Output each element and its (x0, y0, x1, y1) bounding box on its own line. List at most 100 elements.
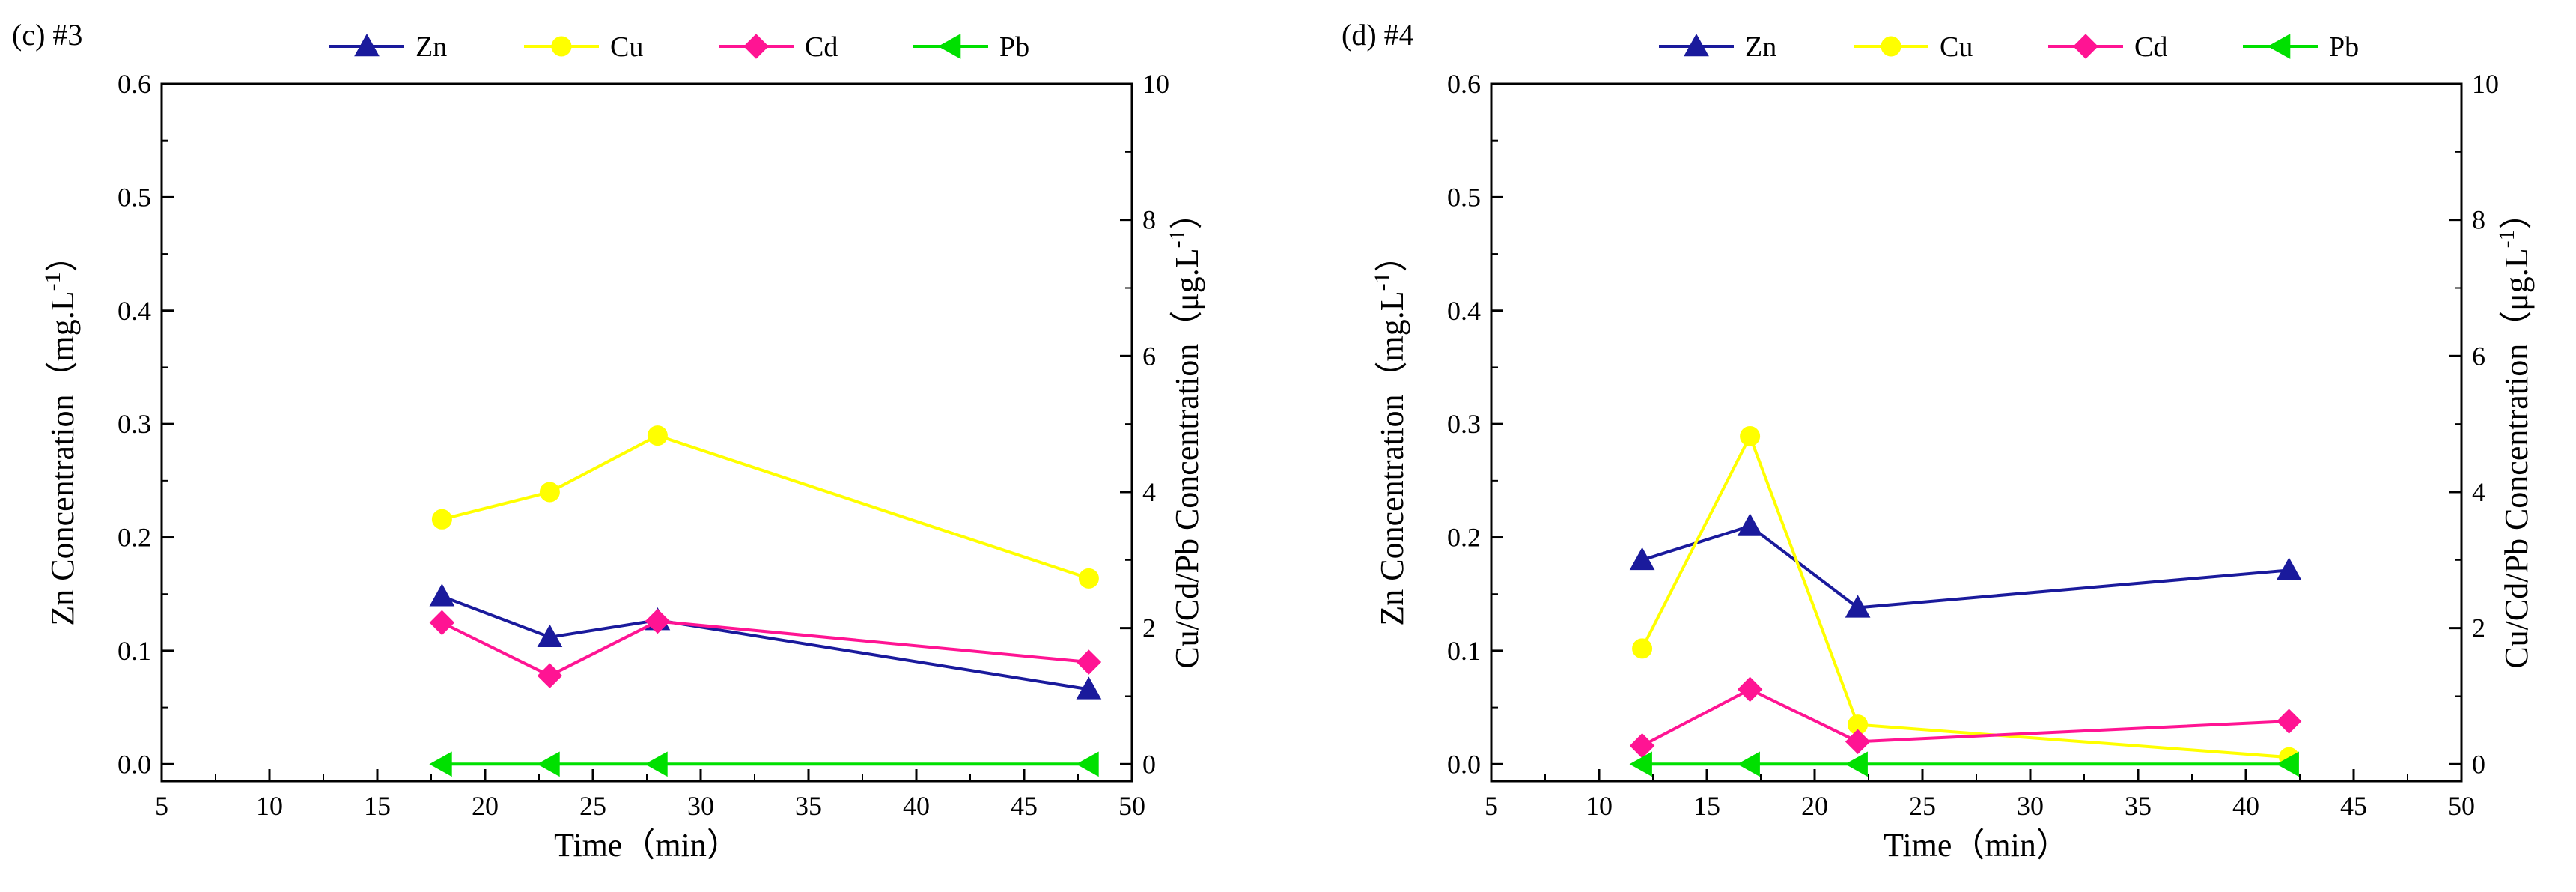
ylabel-left: Zn Concentration（mg.L (1374, 291, 1410, 625)
legend-label: Zn (1745, 31, 1776, 63)
data-point-pb (1629, 751, 1652, 777)
y-right-axis-title: Cu/Cd/Pb Concentration（μg.L-1） (1165, 196, 1205, 668)
data-point-pb (537, 751, 560, 777)
x-tick-label: 20 (472, 791, 499, 821)
data-point-cd (1845, 729, 1871, 755)
y-left-tick-label: 0.6 (1447, 69, 1481, 99)
series-pb (1629, 751, 2299, 777)
y-right-tick-label: 8 (1142, 205, 1156, 235)
data-point-zn (537, 624, 563, 648)
y-right-tick-label: 6 (1142, 341, 1156, 371)
ylabel-right-sup: -1 (2494, 229, 2519, 248)
data-point-cu (1740, 425, 1761, 446)
x-tick-label: 5 (1485, 791, 1498, 821)
panel-label: (d) #4 (1342, 18, 1414, 52)
x-tick-label: 10 (256, 791, 283, 821)
y-right-tick-label: 0 (1142, 749, 1156, 779)
y-left-tick-label: 0.4 (1447, 296, 1481, 326)
data-point-pb (2276, 751, 2299, 777)
data-point-cu (1632, 638, 1653, 659)
legend-label: Cu (610, 31, 643, 63)
legend-marker-triangle-left (2267, 34, 2291, 59)
data-point-cu (431, 509, 452, 530)
x-tick-label: 40 (2232, 791, 2259, 821)
legend-item-cu: Cu (1854, 31, 1973, 63)
legend-item-cu: Cu (524, 31, 643, 63)
series-cd (1629, 676, 2302, 759)
plot-frame (1490, 82, 2463, 783)
x-tick-label: 30 (687, 791, 714, 821)
legend-marker-circle (551, 36, 572, 57)
y-left-axis-title: Zn Concentration（mg.L-1） (1370, 239, 1410, 625)
data-point-pb (1076, 751, 1099, 777)
data-point-pb (1845, 751, 1868, 777)
data-point-pb (645, 751, 668, 777)
y-left-tick-label: 0.1 (118, 636, 151, 666)
x-tick-label: 15 (364, 791, 391, 821)
series-line-cd (441, 619, 1089, 678)
plot-frame (160, 82, 1133, 783)
panel-c: 5 10 15 20 25 30 35 40 45 500.00.10.20.30.40.50.6… (12, 18, 1205, 864)
ylabel-right-sup: -1 (1165, 229, 1190, 248)
data-point-cd (1076, 649, 1102, 675)
legend-marker-triangle-up (1684, 33, 1709, 57)
ylabel-right-end: ） (1169, 196, 1205, 229)
legend-item-pb: Pb (2243, 31, 2359, 63)
legend-marker-circle (1881, 36, 1901, 57)
y-left-tick-label: 0.3 (1447, 409, 1481, 439)
y-right-tick-label: 2 (2472, 613, 2485, 643)
data-point-cd (429, 610, 455, 636)
x-tick-label: 35 (795, 791, 822, 821)
x-tick-label: 35 (2125, 791, 2152, 821)
series-line-cu (1640, 432, 2289, 759)
series-line-zn (441, 595, 1089, 691)
legend-marker-triangle-up (354, 33, 380, 57)
x-tick-label: 30 (2017, 791, 2044, 821)
y-right-tick-label: 0 (2472, 749, 2485, 779)
ylabel-left-end: ） (1374, 239, 1410, 272)
panel-label: (c) #3 (12, 18, 82, 52)
panel-d: 5 10 15 20 25 30 35 40 45 500.00.10.20.30.40.50.6… (1342, 18, 2535, 864)
data-point-cd (537, 663, 563, 688)
x-tick-label: 20 (1801, 791, 1828, 821)
data-point-zn (1076, 676, 1102, 700)
y-right-tick-label: 10 (2472, 69, 2499, 99)
y-right-tick-label: 2 (1142, 613, 1156, 643)
y-left-tick-label: 0.2 (1447, 523, 1481, 553)
x-axis-title: Time（min） (1884, 827, 2069, 864)
y-left-tick-label: 0.5 (1447, 182, 1481, 212)
series-line-cu (441, 434, 1090, 580)
y-left-tick-label: 0.1 (1447, 636, 1481, 666)
x-tick-label: 10 (1586, 791, 1613, 821)
legend-label: Cd (805, 31, 838, 63)
series-line-zn (1641, 524, 2289, 610)
x-axis-title: Time（min） (554, 827, 740, 864)
legend-label: Pb (999, 31, 1029, 63)
y-left-tick-label: 0.6 (118, 69, 151, 99)
legend-item-cd: Cd (2048, 31, 2167, 63)
y-left-tick-label: 0.3 (118, 409, 151, 439)
legend-marker-diamond (2073, 34, 2098, 59)
x-tick-label: 5 (155, 791, 168, 821)
ylabel-right: Cu/Cd/Pb Concentration（μg.L (2498, 248, 2535, 668)
series-pb (429, 751, 1099, 777)
series-cu (431, 425, 1099, 589)
series-cu (1632, 425, 2300, 768)
x-tick-label: 45 (2340, 791, 2367, 821)
legend-item-pb: Pb (913, 31, 1029, 63)
series-zn (429, 583, 1102, 700)
legend-item-zn: Zn (1659, 31, 1776, 63)
legend-label: Cd (2134, 31, 2167, 63)
y-left-axis-title: Zn Concentration（mg.L-1） (40, 239, 81, 625)
data-point-zn (429, 583, 455, 607)
data-point-cd (2276, 709, 2302, 734)
y-right-tick-label: 8 (2472, 205, 2485, 235)
x-tick-label: 50 (1118, 791, 1145, 821)
y-right-tick-label: 10 (1142, 69, 1169, 99)
data-point-cu (1078, 568, 1099, 589)
ylabel-right: Cu/Cd/Pb Concentration（μg.L (1169, 248, 1205, 668)
data-point-zn (1845, 595, 1871, 618)
ylabel-right-end: ） (2498, 196, 2535, 229)
x-tick-label: 15 (1693, 791, 1720, 821)
